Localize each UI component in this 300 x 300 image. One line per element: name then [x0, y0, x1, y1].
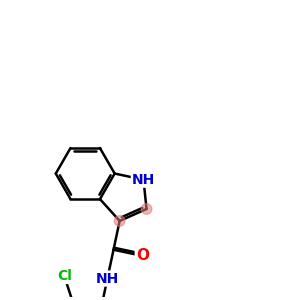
Circle shape	[114, 216, 125, 226]
Circle shape	[141, 204, 152, 214]
Text: NH: NH	[132, 173, 155, 187]
Text: Cl: Cl	[57, 269, 72, 283]
Text: NH: NH	[96, 272, 119, 286]
Text: O: O	[136, 248, 149, 263]
